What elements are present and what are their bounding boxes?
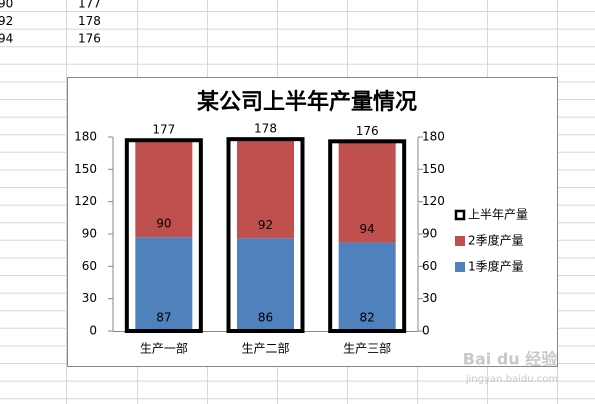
y2-tick-label: 30 [422,291,437,305]
y-tick-label: 120 [74,194,97,208]
y2-tick-label: 0 [422,324,430,338]
bar-segment [338,141,396,243]
legend-label: 2季度产量 [468,233,524,248]
bar-segment [237,139,294,239]
y-tick-label: 90 [82,227,97,241]
y2-tick-label: 60 [422,259,437,273]
y2-tick-label: 120 [422,194,445,208]
legend-swatch [455,236,465,246]
watermark-brand: Bai du 经验 [463,350,558,369]
y-tick-label: 150 [74,162,97,176]
total-bar [124,138,203,333]
y2-tick-label: 150 [422,162,445,176]
legend-swatch [455,262,465,272]
value-label: 90 [156,217,171,231]
x-tick-label: 生产三部 [343,341,391,356]
y2-tick-label: 90 [422,227,437,241]
cell: 92 [0,14,13,28]
value-label: 87 [156,311,171,325]
y-tick-label: 0 [89,324,97,338]
legend-label: 1季度产量 [468,259,524,274]
watermark-url: jingyan.baidu.com [465,374,558,385]
value-label: 92 [258,218,273,232]
legend-label: 上半年产量 [468,208,528,222]
y-tick-label: 30 [82,291,97,305]
cell: 90 [0,0,13,11]
total-bar [226,137,305,333]
value-label: 86 [258,311,273,325]
total-bar [328,139,407,333]
cell: 177 [78,0,101,11]
x-tick-label: 生产二部 [241,341,289,356]
x-tick-label: 生产一部 [140,341,188,356]
value-label: 178 [254,122,277,136]
chart-title: 某公司上半年产量情况 [197,89,417,115]
y-tick-label: 60 [82,259,97,273]
cell: 94 [0,32,13,46]
y2-tick-label: 180 [422,130,445,144]
value-label: 177 [152,123,175,137]
value-label: 176 [356,124,379,138]
value-label: 82 [360,311,375,325]
legend-swatch [454,209,466,221]
y-tick-label: 180 [74,130,97,144]
cell: 178 [78,14,101,28]
bar-segment [135,237,193,331]
value-label: 94 [360,222,375,236]
bar-segment [237,238,294,331]
cell: 176 [78,32,101,46]
bar-segment [338,242,396,331]
bar-segment [135,140,193,238]
